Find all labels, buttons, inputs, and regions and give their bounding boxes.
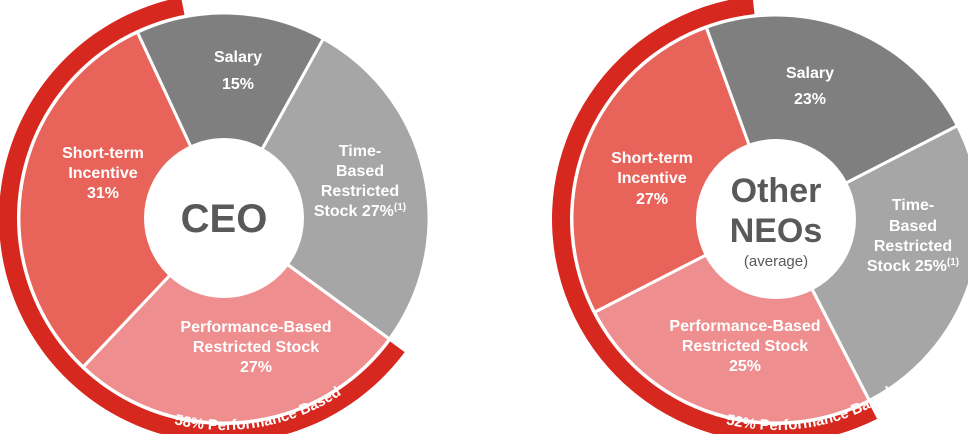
center-label: Other NEOs bbox=[730, 172, 823, 250]
slice-label-salary: Salary 23% bbox=[786, 65, 834, 108]
center-label: CEO bbox=[181, 197, 268, 241]
pie-slice-short-term-incentive bbox=[17, 30, 226, 370]
center-hole bbox=[696, 139, 856, 299]
arc-divider bbox=[811, 289, 880, 419]
slice-label-time-based-restricted-stock: Time-Based Restricted Stock 25%(1) bbox=[867, 197, 959, 275]
slice-label-performance-based-restricted-stock: Performance-Based Restricted Stock 25% bbox=[669, 318, 820, 375]
slice-label-short-term-incentive: Short-term Incentive 27% bbox=[611, 150, 693, 208]
pie-slice-time-based-restricted-stock bbox=[222, 36, 431, 342]
pie-slice-salary bbox=[135, 11, 326, 222]
slice-label-time-based-restricted-stock: Time-Based Restricted Stock 27%(1) bbox=[314, 143, 406, 220]
slice-label-salary: Salary 15% bbox=[214, 49, 262, 93]
slice-label-short-term-incentive: Short-term Incentive 31% bbox=[62, 145, 144, 202]
slice-label-performance-based-restricted-stock: Performance-Based Restricted Stock 27% bbox=[180, 319, 331, 376]
center-sublabel: (average) bbox=[744, 253, 808, 270]
pie-slice-performance-based-restricted-stock bbox=[81, 216, 392, 425]
performance-based-arc bbox=[0, 0, 406, 434]
arc-divider bbox=[287, 264, 407, 353]
center-hole bbox=[144, 138, 304, 298]
